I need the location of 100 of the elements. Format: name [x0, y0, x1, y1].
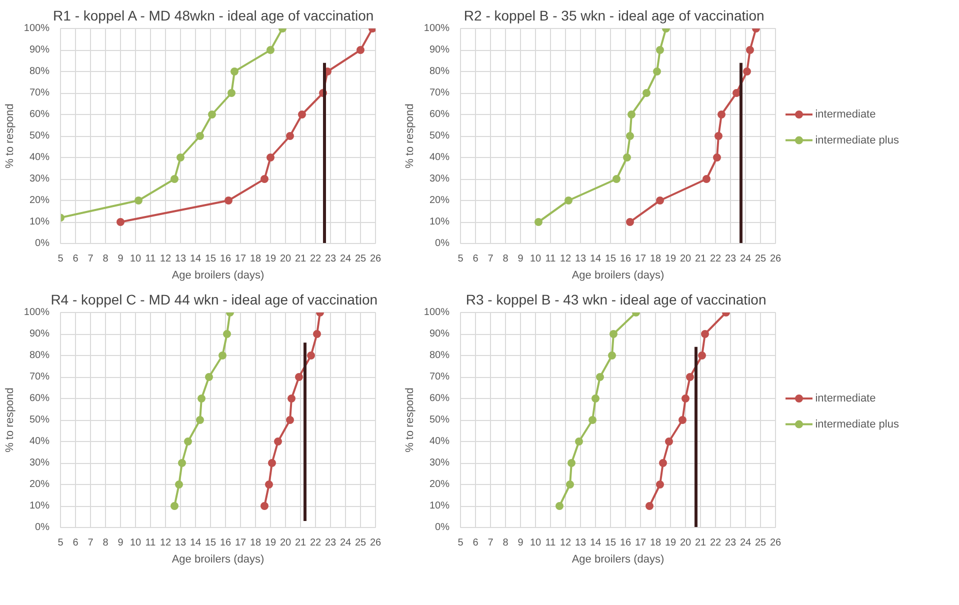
point	[713, 154, 721, 162]
y-axis-title: % to respond	[404, 388, 416, 452]
y-tick-label: 60%	[29, 393, 50, 404]
point	[626, 218, 634, 226]
x-tick-label: 16	[620, 538, 632, 548]
legend-label: intermediate plus	[815, 418, 900, 430]
x-tick-label: 24	[740, 254, 752, 264]
x-tick-label: 19	[264, 538, 276, 548]
point	[356, 46, 364, 54]
x-tick-label: 5	[58, 254, 64, 264]
x-tick-label: 20	[280, 254, 292, 264]
point	[295, 373, 303, 381]
x-tick-label: 26	[770, 254, 782, 264]
point	[196, 132, 204, 140]
x-tick-label: 18	[250, 538, 262, 548]
x-tick-label: 7	[488, 254, 494, 264]
point	[178, 459, 186, 467]
x-tick-label: 11	[145, 538, 156, 548]
y-tick-label: 90%	[29, 328, 50, 340]
y-axis-title: % to respond	[4, 104, 16, 168]
point	[298, 110, 306, 118]
x-tick-label: 17	[234, 538, 246, 548]
point	[266, 154, 274, 162]
point	[170, 175, 178, 183]
x-tick-label: 5	[458, 254, 464, 264]
x-tick-label: 10	[130, 538, 142, 548]
x-tick-label: 10	[530, 254, 542, 264]
point	[656, 46, 664, 54]
point	[230, 68, 238, 76]
point	[268, 459, 276, 467]
x-tick-label: 14	[190, 254, 202, 264]
point	[575, 438, 583, 446]
point	[196, 416, 204, 424]
y-tick-label: 100%	[424, 307, 450, 318]
point	[566, 480, 574, 488]
x-tick-label: 26	[370, 254, 382, 264]
x-tick-label: 20	[680, 254, 692, 264]
point	[698, 352, 706, 360]
y-tick-label: 80%	[29, 350, 50, 361]
x-tick-label: 20	[680, 538, 692, 548]
legend-label: intermediate plus	[815, 134, 900, 146]
x-tick-label: 13	[574, 538, 586, 548]
chart-title: R3 - koppel B - 43 wkn - ideal age of vaccination	[466, 292, 766, 308]
y-tick-label: 50%	[429, 130, 450, 142]
point	[743, 68, 751, 76]
y-tick-label: 20%	[429, 195, 450, 206]
point	[260, 502, 268, 510]
point	[208, 110, 216, 118]
x-tick-label: 25	[354, 254, 366, 264]
y-tick-label: 30%	[429, 174, 450, 184]
x-tick-label: 18	[650, 538, 662, 548]
y-tick-label: 90%	[429, 328, 450, 340]
x-tick-label: 18	[650, 254, 662, 264]
y-tick-label: 0%	[35, 238, 50, 249]
point	[313, 330, 321, 338]
x-tick-label: 15	[204, 538, 216, 548]
x-tick-label: 25	[754, 254, 766, 264]
x-axis-title: Age broilers (days)	[572, 270, 664, 282]
x-tick-label: 21	[694, 538, 706, 548]
x-tick-label: 12	[560, 254, 572, 264]
y-tick-label: 70%	[429, 88, 450, 98]
x-tick-label: 20	[280, 538, 292, 548]
chart-title: R1 - koppel A - MD 48wkn - ideal age of vaccination	[53, 8, 374, 24]
x-axis-title: Age broilers (days)	[172, 270, 264, 282]
x-axis-title: Age broilers (days)	[172, 554, 264, 566]
y-tick-label: 10%	[29, 500, 50, 512]
point	[568, 459, 576, 467]
y-tick-label: 100%	[24, 23, 50, 34]
y-tick-label: 70%	[29, 372, 50, 382]
point	[686, 373, 694, 381]
y-tick-label: 10%	[29, 216, 50, 228]
x-tick-label: 9	[118, 538, 124, 548]
point	[623, 154, 631, 162]
x-tick-label: 6	[72, 538, 79, 548]
point	[665, 438, 673, 446]
chart-title: R2 - koppel B - 35 wkn - ideal age of vaccination	[464, 8, 764, 24]
x-tick-label: 13	[174, 254, 186, 264]
x-tick-label: 25	[754, 538, 766, 548]
point	[646, 502, 654, 510]
point	[610, 330, 618, 338]
x-tick-label: 24	[340, 538, 352, 548]
point	[198, 394, 206, 402]
y-tick-label: 50%	[29, 130, 50, 142]
x-tick-label: 23	[724, 254, 736, 264]
x-tick-label: 19	[664, 538, 676, 548]
y-tick-label: 100%	[424, 23, 450, 34]
x-tick-label: 12	[160, 254, 172, 264]
x-tick-label: 16	[620, 254, 632, 264]
point	[714, 132, 722, 140]
point	[701, 330, 709, 338]
x-tick-label: 21	[294, 254, 306, 264]
x-tick-label: 14	[590, 538, 602, 548]
point	[556, 502, 564, 510]
point	[170, 502, 178, 510]
x-tick-label: 8	[102, 538, 109, 548]
x-tick-label: 18	[250, 254, 262, 264]
y-tick-label: 0%	[435, 238, 450, 249]
x-tick-label: 13	[574, 254, 586, 264]
y-tick-label: 70%	[29, 88, 50, 98]
point	[134, 196, 142, 204]
